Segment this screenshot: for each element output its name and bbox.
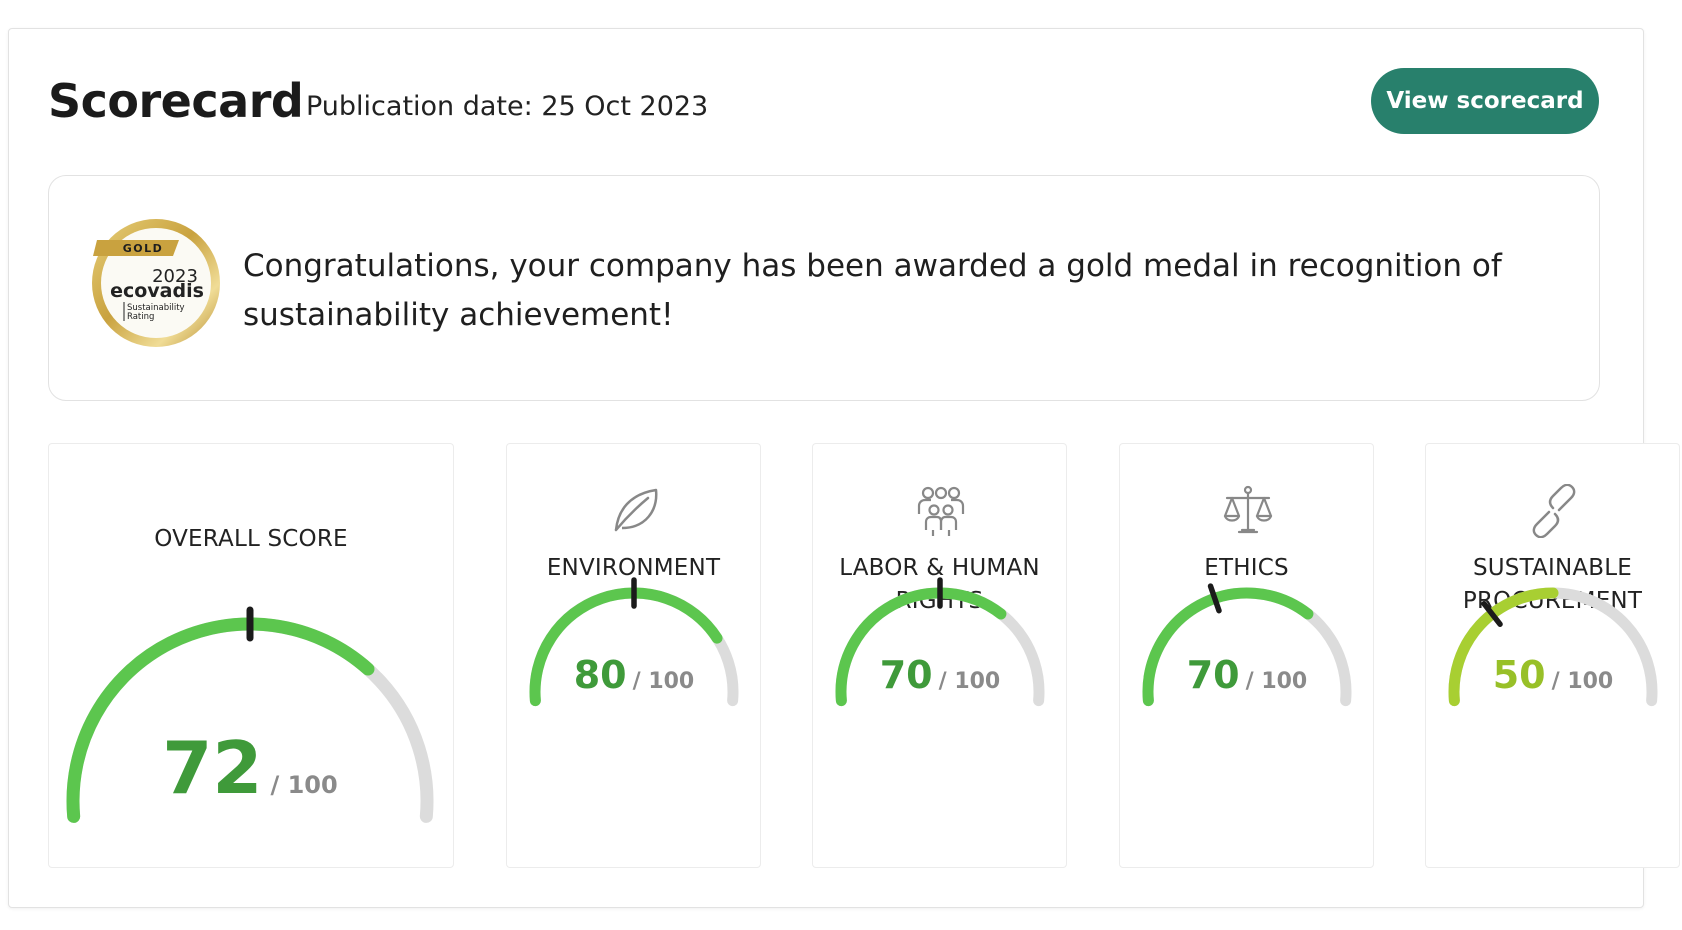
overall-score-gauge: 72 / 100: [66, 606, 434, 823]
environment-score-gauge: 80/ 100: [529, 577, 739, 707]
publication-date: Publication date: 25 Oct 2023: [306, 91, 709, 122]
sustainable-procurement-score-gauge: 50/ 100: [1448, 587, 1658, 707]
people-icon: [917, 486, 965, 536]
score-value: 50: [1493, 653, 1546, 697]
score-value-text: 72 / 100: [162, 726, 337, 810]
score-denominator: / 100: [270, 771, 337, 799]
score-denominator: / 100: [1246, 669, 1308, 694]
score-denominator: / 100: [633, 669, 695, 694]
scales-icon: [1223, 485, 1273, 534]
ethics-score-gauge: 70/ 100: [1142, 583, 1352, 707]
labor-human-rights-score-tile: LABOR & HUMAN RIGHTS 70/ 100: [812, 443, 1067, 868]
gauge-fill: [1142, 587, 1314, 707]
score-value-text: 70/ 100: [880, 653, 1001, 697]
svg-text:2023: 2023: [152, 266, 198, 287]
svg-text:Rating: Rating: [127, 312, 154, 322]
score-value: 80: [574, 653, 627, 697]
score-value-text: 50/ 100: [1493, 653, 1614, 697]
gauge-fill: [1448, 587, 1559, 707]
sustainable-procurement-score-tile: SUSTAINABLE PROCUREMENT 50/ 100: [1425, 443, 1680, 868]
gauge-fill: [66, 617, 375, 823]
gold-medal-banner: GOLD 2023 ecovadis Sustainability Rating…: [48, 175, 1600, 401]
benchmark-marker: [1481, 600, 1503, 627]
ethics-label: ETHICS: [1204, 555, 1289, 581]
labor-human-rights-score-gauge: 70/ 100: [835, 577, 1045, 707]
chain-link-icon: [1532, 484, 1576, 538]
view-scorecard-button[interactable]: View scorecard: [1371, 68, 1599, 134]
score-value: 70: [880, 653, 933, 697]
score-value: 70: [1187, 653, 1240, 697]
score-value: 72: [162, 726, 262, 810]
overall-score-tile: OVERALL SCORE 72 / 100: [48, 443, 454, 868]
overall-score-label: OVERALL SCORE: [154, 526, 348, 552]
sustainable-procurement-label: SUSTAINABLE PROCUREMENT: [1462, 555, 1643, 614]
score-denominator: / 100: [939, 669, 1001, 694]
environment-label: ENVIRONMENT: [546, 555, 721, 581]
environment-score-tile: ENVIRONMENT 80/ 100: [506, 443, 761, 868]
ethics-score-tile: ETHICS 70/ 100: [1119, 443, 1374, 868]
leaf-icon: [614, 488, 658, 532]
page-title: Scorecard: [48, 74, 304, 128]
svg-text:ecovadis: ecovadis: [110, 280, 204, 302]
svg-text:Sustainability: Sustainability: [127, 303, 185, 313]
score-value-text: 80/ 100: [574, 653, 695, 697]
benchmark-marker: [1207, 583, 1222, 614]
gauge-fill: [529, 587, 723, 707]
award-message: Congratulations, your company has been a…: [243, 248, 1502, 333]
ecovadis-gold-medal-logo: GOLD 2023 ecovadis Sustainability Rating: [92, 219, 220, 347]
svg-text:GOLD: GOLD: [123, 242, 164, 255]
score-denominator: / 100: [1552, 669, 1614, 694]
gauge-fill: [835, 587, 1007, 707]
score-value-text: 70/ 100: [1187, 653, 1308, 697]
